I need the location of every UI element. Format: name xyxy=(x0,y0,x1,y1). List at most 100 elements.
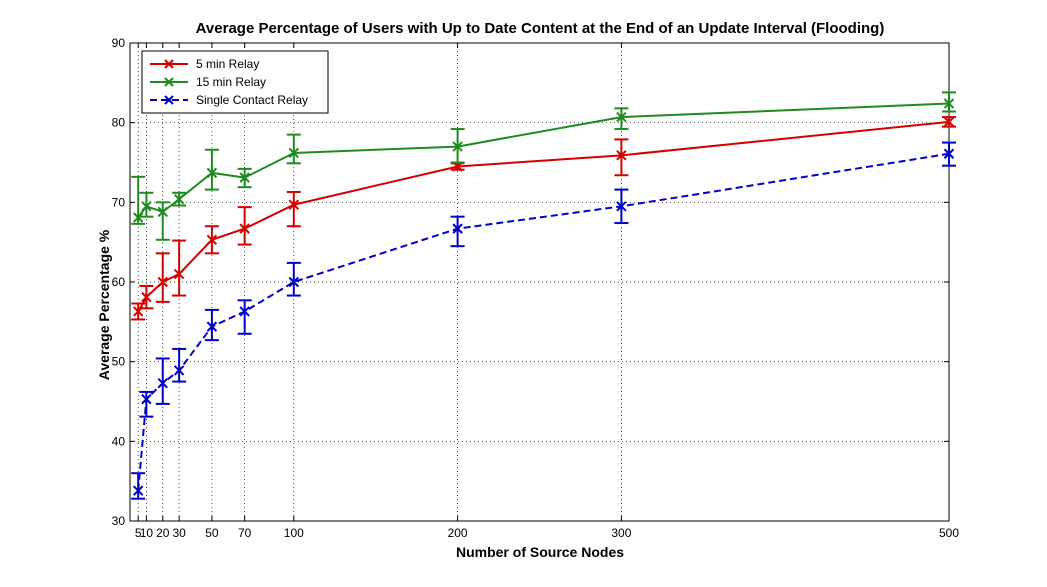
data-point-marker xyxy=(206,167,218,179)
legend-item: 15 min Relay xyxy=(150,75,266,89)
data-point-marker xyxy=(132,212,144,223)
error-bar xyxy=(286,190,301,228)
y-tick-label: 30 xyxy=(112,514,126,528)
error-bar xyxy=(131,175,146,225)
data-point-marker xyxy=(239,172,250,183)
marker-stroke xyxy=(173,268,185,280)
legend-label: 15 min Relay xyxy=(196,75,266,89)
grid xyxy=(130,43,949,521)
marker-stroke xyxy=(288,147,300,159)
x-tick-label: 10 xyxy=(140,526,154,540)
data-point-marker xyxy=(943,98,955,109)
legend-marker xyxy=(164,77,174,87)
error-bar xyxy=(139,390,154,418)
error-bar xyxy=(131,472,146,500)
marker-stroke xyxy=(616,150,627,161)
data-point-marker xyxy=(157,276,168,288)
data-point-marker xyxy=(173,365,185,376)
error-bar xyxy=(155,357,170,405)
marker-stroke xyxy=(132,485,144,496)
data-point-marker xyxy=(157,206,168,218)
x-tick-label: 20 xyxy=(156,526,170,540)
x-tick-label: 500 xyxy=(939,526,959,540)
marker-stroke xyxy=(452,223,463,234)
marker-stroke xyxy=(943,98,955,109)
y-tick-label: 90 xyxy=(112,36,126,50)
marker-stroke xyxy=(239,223,250,234)
error-bar xyxy=(450,215,465,248)
marker-stroke xyxy=(452,141,463,152)
data-point-marker xyxy=(141,393,152,405)
y-tick-label: 50 xyxy=(112,355,126,369)
error-bar xyxy=(614,138,629,177)
series-layer xyxy=(131,91,956,500)
error-bar xyxy=(155,201,170,241)
error-bar xyxy=(286,133,301,165)
x-tick-label: 5 xyxy=(135,526,142,540)
data-point-marker xyxy=(616,111,627,123)
error-bar xyxy=(204,148,219,191)
x-tick-label: 100 xyxy=(284,526,304,540)
x-tick-label: 200 xyxy=(448,526,468,540)
x-tick-label: 50 xyxy=(205,526,219,540)
marker-stroke xyxy=(141,201,152,212)
data-point-marker xyxy=(943,116,955,128)
legend-marker xyxy=(164,95,174,105)
marker-stroke xyxy=(157,276,168,288)
legend: 5 min Relay 15 min Relay Single Contact Re… xyxy=(141,50,329,114)
data-point-marker xyxy=(452,141,463,152)
marker-stroke xyxy=(239,306,250,317)
marker-stroke xyxy=(141,291,152,303)
error-bar xyxy=(204,308,219,342)
y-axis-label: Average Percentage % xyxy=(96,229,112,380)
marker-stroke xyxy=(206,234,218,245)
marker-stroke xyxy=(157,377,168,389)
data-point-marker xyxy=(239,223,250,234)
marker-stroke xyxy=(943,148,955,159)
data-point-marker xyxy=(206,234,218,245)
error-bar xyxy=(139,191,154,218)
marker-stroke xyxy=(616,111,627,123)
marker-stroke xyxy=(157,206,168,218)
x-tick-label: 70 xyxy=(238,526,252,540)
error-bar xyxy=(286,261,301,297)
error-bar xyxy=(942,91,956,113)
data-point-marker xyxy=(452,223,463,234)
data-point-marker xyxy=(157,377,168,389)
x-tick-label: 30 xyxy=(172,526,186,540)
data-point-marker xyxy=(288,147,300,159)
marker-stroke xyxy=(616,201,627,212)
x-axis-label: Number of Source Nodes xyxy=(456,544,624,560)
marker-stroke xyxy=(173,365,185,376)
data-point-marker xyxy=(288,276,300,288)
error-bar xyxy=(172,347,187,383)
data-point-marker xyxy=(141,201,152,212)
marker-stroke xyxy=(173,193,185,205)
marker-stroke xyxy=(206,167,218,179)
error-bar xyxy=(155,252,170,303)
data-point-marker xyxy=(288,199,300,210)
y-tick-label: 60 xyxy=(112,275,126,289)
series-line xyxy=(137,120,950,312)
data-point-marker xyxy=(173,193,185,205)
marker-stroke xyxy=(288,199,300,210)
marker-stroke xyxy=(132,212,144,223)
y-tick-label: 70 xyxy=(112,195,126,209)
data-point-marker xyxy=(206,321,218,332)
x-tick-label: 300 xyxy=(611,526,631,540)
error-bar xyxy=(614,107,629,131)
y-tick-label: 80 xyxy=(112,116,126,130)
legend-label: 5 min Relay xyxy=(196,57,259,71)
data-point-marker xyxy=(943,148,955,159)
data-point-marker xyxy=(132,485,144,496)
data-point-marker xyxy=(141,291,152,303)
error-bar xyxy=(237,299,252,335)
marker-stroke xyxy=(239,172,250,183)
y-tick-label: 40 xyxy=(112,434,126,448)
legend-marker xyxy=(164,59,174,69)
series-line xyxy=(137,102,950,219)
legend-label: Single Contact Relay xyxy=(196,93,308,107)
series-2 xyxy=(131,91,956,241)
marker-stroke xyxy=(943,116,955,128)
